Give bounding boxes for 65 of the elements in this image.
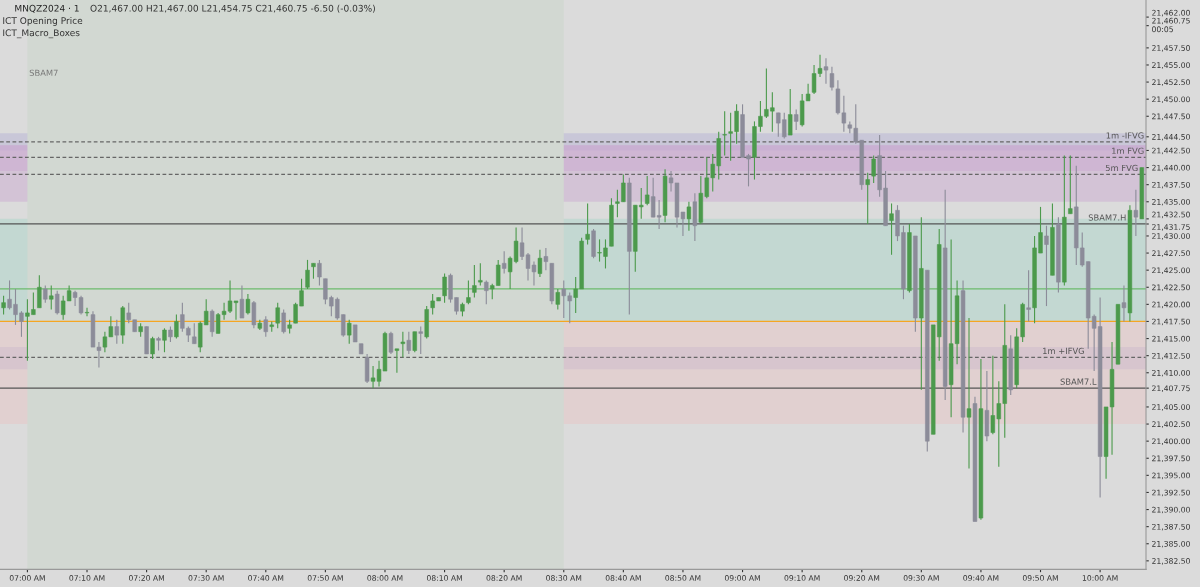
- candlestick: [472, 264, 477, 299]
- candlestick: [305, 259, 310, 290]
- candlestick: [209, 308, 215, 338]
- candlestick: [317, 259, 322, 287]
- candlestick: [174, 314, 179, 340]
- candlestick: [239, 284, 245, 319]
- candlestick: [722, 110, 727, 157]
- chart-subtitle: O21,467.00 H21,467.00 L21,454.75 C21,460.75 -6.50 (-0.03%): [90, 4, 375, 13]
- ref-line-label: 1m FVG: [1112, 147, 1144, 154]
- ref-line-label: 1m +IFVG: [1043, 347, 1084, 355]
- candlestick: [1, 295, 6, 316]
- candlestick: [162, 327, 167, 353]
- candlestick: [543, 247, 549, 271]
- candlestick: [442, 273, 447, 304]
- candlestick: [788, 88, 793, 136]
- candlestick: [478, 262, 483, 287]
- annotation: ICT_Macro_Boxes: [3, 29, 80, 39]
- annotation: ICT Opening Price: [3, 17, 83, 26]
- ref-line-label: 1m -IFVG: [1106, 132, 1144, 139]
- band-label: SBAM7: [29, 69, 58, 76]
- candlestick: [484, 279, 489, 305]
- candlestick: [412, 331, 417, 353]
- candlestick: [418, 326, 423, 355]
- candlestick: [966, 317, 972, 470]
- candlestick: [537, 249, 543, 278]
- candlestick: [388, 331, 394, 355]
- candlestick: [889, 202, 894, 256]
- candlestick: [406, 331, 411, 355]
- candlestick: [1044, 225, 1049, 307]
- candlestick: [281, 308, 286, 334]
- candlestick: [585, 202, 590, 246]
- candlestick: [1068, 155, 1073, 215]
- candlestick: [251, 300, 257, 329]
- ref-line-label: SBAM7.H: [1088, 214, 1126, 221]
- candlestick: [245, 293, 251, 316]
- candlestick: [347, 319, 352, 345]
- candlestick: [1133, 189, 1139, 237]
- candlestick: [192, 322, 197, 345]
- candlestick: [823, 57, 829, 85]
- candlestick: [466, 279, 471, 305]
- candlestick: [692, 192, 698, 242]
- candlestick: [84, 307, 90, 317]
- candlestick: [829, 66, 835, 92]
- ref-line-label: 5m FVG: [1105, 164, 1138, 172]
- candlestick: [793, 108, 799, 131]
- candlestick: [364, 353, 370, 384]
- candlestick: [150, 336, 155, 360]
- candlestick: [49, 284, 54, 311]
- candlestick: [400, 331, 406, 358]
- candlestick: [686, 201, 692, 232]
- candlestick: [37, 274, 42, 309]
- candlestick: [865, 172, 870, 225]
- chart-title: MNQZ2024 · 1: [15, 4, 79, 13]
- candlestick: [263, 315, 268, 338]
- candlestick: [501, 250, 507, 275]
- candlestick: [55, 290, 60, 316]
- ref-line-label: SBAM7.L: [1060, 378, 1097, 385]
- candlestick: [871, 155, 876, 184]
- candlestick: [275, 302, 280, 329]
- candlestick: [1026, 269, 1031, 323]
- candlestick: [555, 288, 560, 311]
- candlestick: [1121, 284, 1127, 323]
- candlestick: [114, 319, 119, 345]
- candlestick: [394, 348, 400, 374]
- candlestick: [645, 175, 650, 206]
